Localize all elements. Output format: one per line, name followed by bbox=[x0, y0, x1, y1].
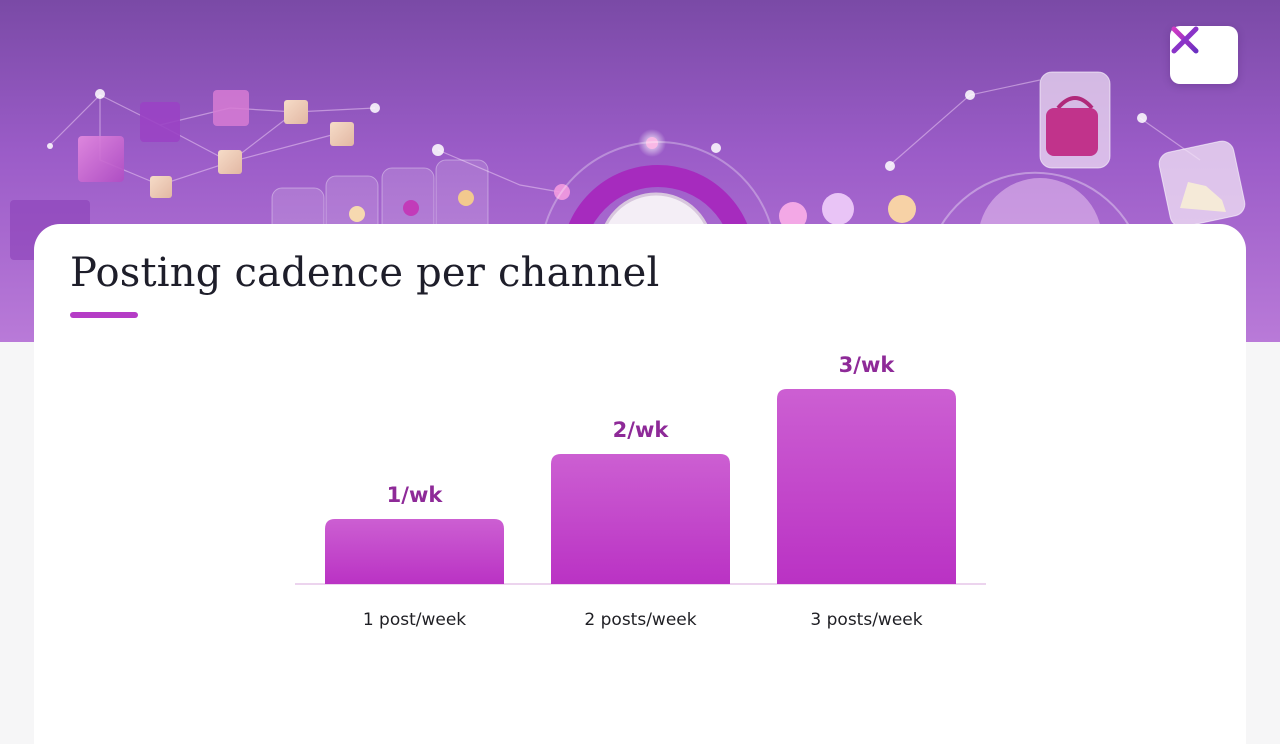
bar-value-label-2: 2/wk bbox=[613, 418, 670, 442]
sneaker-icon bbox=[1158, 140, 1246, 228]
category-label-3: 3 posts/week bbox=[810, 610, 922, 630]
x-logo-icon bbox=[1171, 26, 1199, 54]
bar-value-label-3: 3/wk bbox=[839, 353, 896, 377]
title-accent-bar bbox=[70, 312, 138, 318]
page-title: Posting cadence per channel bbox=[70, 250, 660, 296]
handbag-icon bbox=[1039, 71, 1111, 169]
cube-icon bbox=[10, 90, 354, 260]
category-label-2: 2 posts/week bbox=[584, 610, 696, 630]
bar-3 bbox=[777, 389, 956, 584]
bar-chart: 1/wk 1 post/week 2/wk 2 posts/week 3/wk 3 pos… bbox=[295, 353, 986, 630]
category-label-1: 1 post/week bbox=[363, 610, 466, 630]
logo-badge[interactable] bbox=[1170, 26, 1238, 84]
bar-2 bbox=[551, 454, 730, 584]
bar-value-label-1: 1/wk bbox=[387, 483, 444, 507]
bar-1 bbox=[325, 519, 504, 584]
